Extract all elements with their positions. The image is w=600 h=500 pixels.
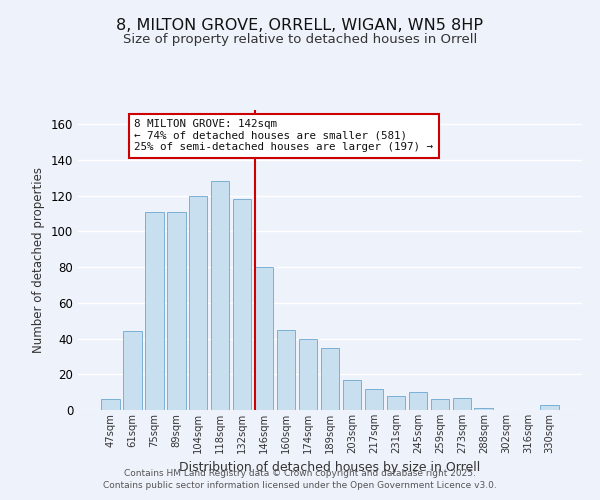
Text: Contains HM Land Registry data © Crown copyright and database right 2025.: Contains HM Land Registry data © Crown c… (124, 468, 476, 477)
Bar (233, 200, 251, 410)
Bar (365, 388, 383, 410)
Bar (386, 396, 405, 410)
Y-axis label: Number of detached properties: Number of detached properties (32, 167, 45, 353)
Bar (541, 404, 559, 410)
Bar (101, 400, 119, 410)
Bar (145, 212, 164, 410)
Bar (255, 267, 274, 410)
Bar (167, 212, 185, 410)
Bar (189, 196, 208, 410)
Bar (211, 182, 229, 410)
Bar (277, 330, 295, 410)
Bar (475, 408, 493, 410)
Bar (409, 392, 427, 410)
Bar (343, 380, 361, 410)
Bar (320, 348, 340, 410)
Text: 8, MILTON GROVE, ORRELL, WIGAN, WN5 8HP: 8, MILTON GROVE, ORRELL, WIGAN, WN5 8HP (116, 18, 484, 32)
Bar (452, 398, 471, 410)
Bar (299, 338, 317, 410)
Bar (431, 400, 449, 410)
Text: Contains public sector information licensed under the Open Government Licence v3: Contains public sector information licen… (103, 481, 497, 490)
Text: 8 MILTON GROVE: 142sqm
← 74% of detached houses are smaller (581)
25% of semi-de: 8 MILTON GROVE: 142sqm ← 74% of detached… (134, 119, 433, 152)
Text: Size of property relative to detached houses in Orrell: Size of property relative to detached ho… (123, 32, 477, 46)
Bar (123, 332, 142, 410)
X-axis label: Distribution of detached houses by size in Orrell: Distribution of detached houses by size … (179, 462, 481, 474)
